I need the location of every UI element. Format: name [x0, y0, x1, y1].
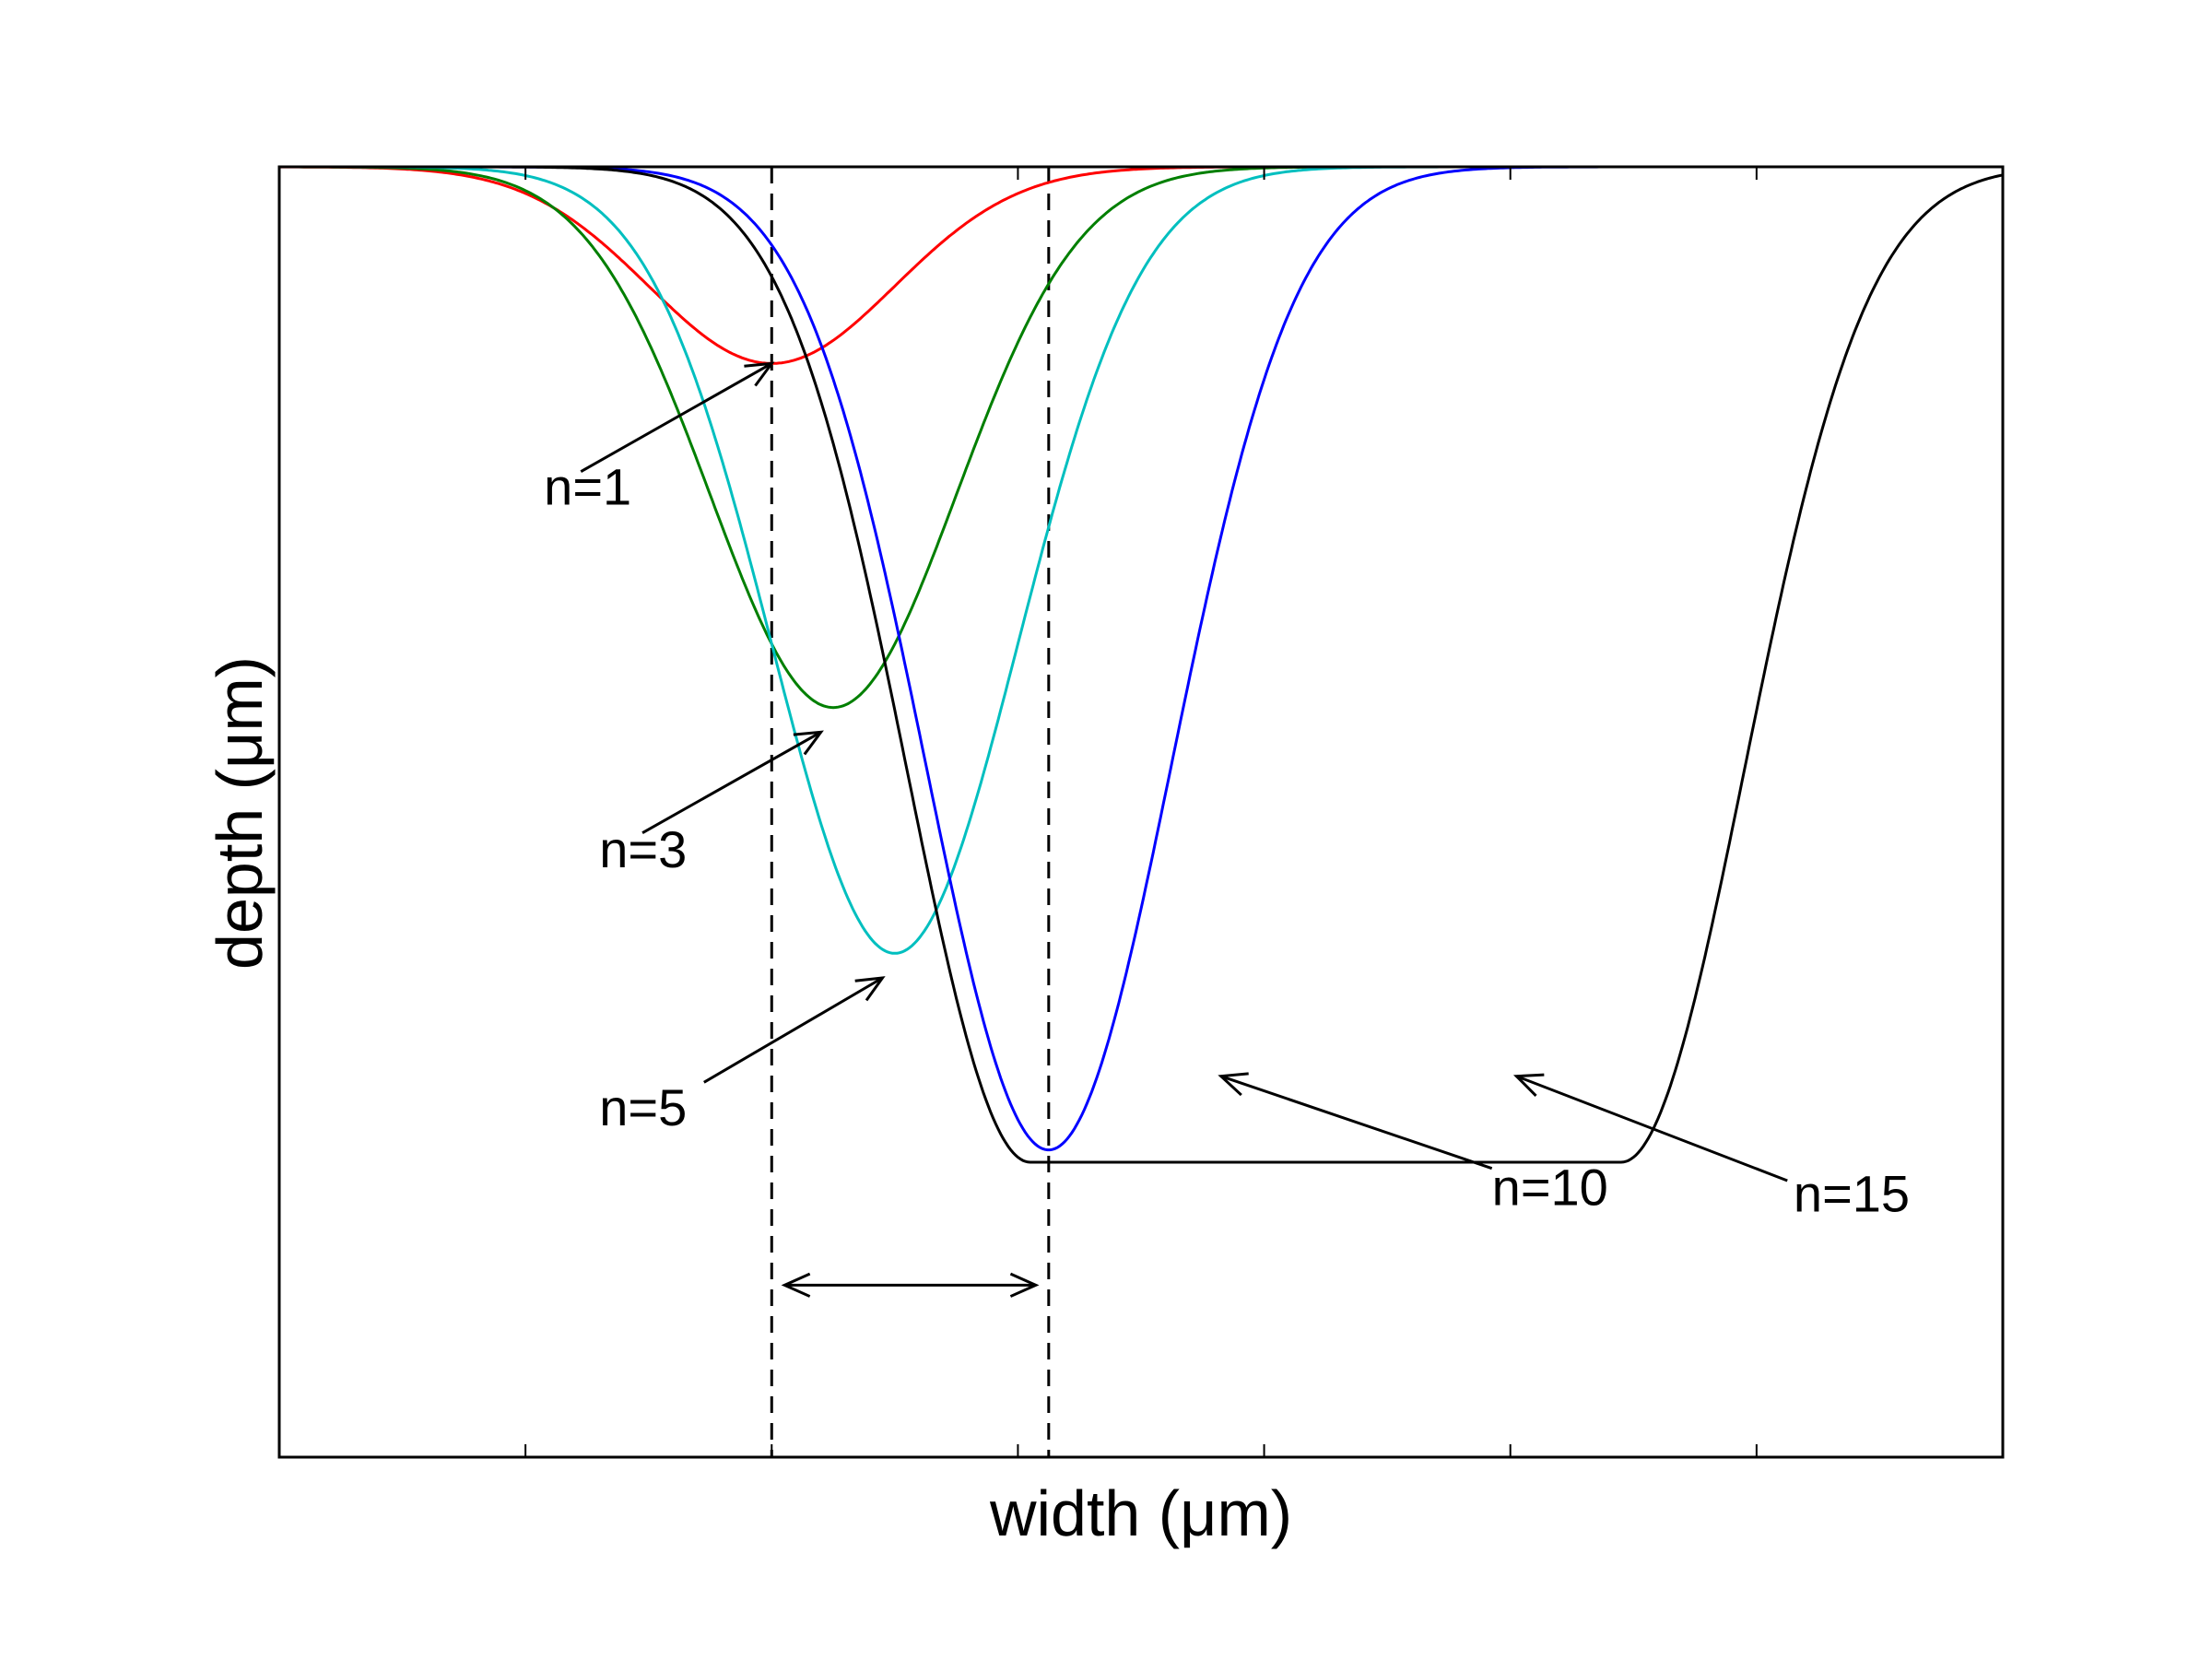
annotation-label-n=5: n=5 [599, 1078, 687, 1136]
x-axis-label: width (μm) [989, 1477, 1292, 1549]
dashed-guides [770, 167, 1051, 1457]
width-double-arrow-head-1 [781, 1272, 811, 1298]
annotation-label-n=10: n=10 [1492, 1159, 1608, 1217]
series-curve-n=5 [279, 167, 2003, 955]
arrow-n=15-head-0 [1512, 1073, 1545, 1097]
series-curve-n=3 [279, 167, 2003, 710]
annotation-label-n=15: n=15 [1794, 1164, 1910, 1222]
annotation-label-n=1: n=1 [544, 458, 631, 516]
arrow-n=10-head-0 [1218, 1072, 1249, 1097]
arrow-n=5-head-0 [854, 976, 886, 1002]
arrow-n=5 [703, 976, 884, 1084]
width-double-arrow-head-0 [1009, 1272, 1040, 1298]
arrow-n=3-head-0 [793, 730, 824, 756]
series-curve-n=10 [279, 167, 2003, 1152]
series-curves [279, 167, 2003, 1164]
arrow-n=10 [1220, 1075, 1493, 1171]
arrow-n=3 [641, 731, 822, 834]
y-axis-label: depth (μm) [204, 656, 276, 970]
annotation-labels: n=1 n=3 n=5 n=10 n=15 [544, 458, 1910, 1223]
annotation-arrows [580, 361, 1788, 1298]
arrow-n=15 [1515, 1075, 1788, 1182]
arrow-n=1 [580, 362, 773, 473]
series-curve-n=1 [279, 167, 2003, 365]
annotation-label-n=3: n=3 [599, 820, 687, 878]
arrow-n=1-head-0 [744, 361, 775, 387]
plot-frame [277, 165, 2005, 1459]
series-curve-n=15 [279, 167, 2003, 1164]
x-ticks [524, 167, 1758, 1457]
